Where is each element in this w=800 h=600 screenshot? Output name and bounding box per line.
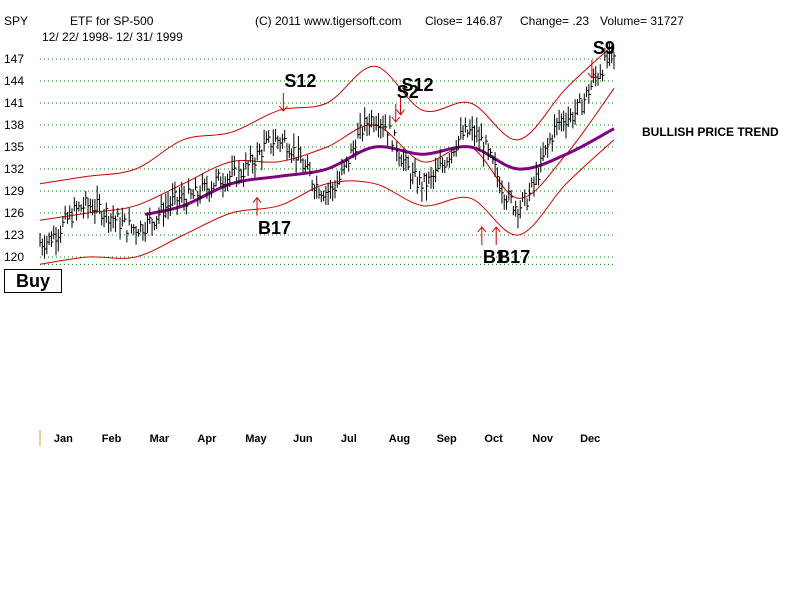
inner-band-line xyxy=(39,88,615,221)
buy-signal-box: Buy xyxy=(4,269,62,293)
month-label: Nov xyxy=(532,433,554,445)
y-tick-label: 144 xyxy=(4,74,25,88)
month-label: Dec xyxy=(580,433,601,445)
month-label: Jul xyxy=(340,433,357,445)
sell-arrow-head xyxy=(391,116,401,123)
y-tick-label: 138 xyxy=(4,118,25,132)
signal-label-b17: B17 xyxy=(258,217,292,238)
signal-label-b1: B1 xyxy=(482,247,506,267)
month-label: Jan xyxy=(53,433,73,445)
buy-arrow-head xyxy=(252,196,262,203)
buy-arrow-head xyxy=(491,226,501,233)
copyright: (C) 2011 www.tigersoft.com xyxy=(255,14,402,28)
ticker-label: SPY xyxy=(4,14,29,28)
y-tick-label: 120 xyxy=(4,250,25,264)
buy-arrow-head xyxy=(477,226,487,233)
month-label: Oct xyxy=(484,433,503,445)
signal-label-s12: S12 xyxy=(401,74,434,95)
month-label: Sep xyxy=(436,433,457,445)
close-value: Close= 146.87 xyxy=(425,14,503,28)
y-tick-label: 123 xyxy=(4,228,25,242)
y-tick-label: 135 xyxy=(4,140,25,154)
upper-band-line xyxy=(39,43,615,185)
lower-band-line xyxy=(39,139,615,265)
chart-title: ETF for SP-500 xyxy=(70,14,154,28)
date-range: 12/ 22/ 1998- 12/ 31/ 1999 xyxy=(42,30,183,44)
month-label: Apr xyxy=(197,433,217,445)
change-value: Change= .23 xyxy=(520,14,590,28)
y-tick-label: 129 xyxy=(4,184,25,198)
y-tick-label: 126 xyxy=(4,206,25,220)
signal-label-s9: S9 xyxy=(592,38,615,58)
volume-value: Volume= 31727 xyxy=(600,14,684,28)
y-tick-label: 132 xyxy=(4,162,25,176)
moving-average-line xyxy=(144,127,615,216)
signal-label-s2: S2 xyxy=(396,82,419,102)
sell-arrow-head xyxy=(587,72,597,79)
sell-arrow-head xyxy=(396,109,405,116)
month-label: May xyxy=(245,433,267,445)
signal-label-s12: S12 xyxy=(284,71,317,91)
y-tick-label: 147 xyxy=(4,52,25,66)
sell-arrow-head xyxy=(278,105,288,112)
trend-label: BULLISH PRICE TREND xyxy=(642,125,779,139)
y-tick-label: 141 xyxy=(4,96,25,110)
month-label: Feb xyxy=(101,433,122,445)
signal-label-b17: B17 xyxy=(497,247,531,267)
month-label: Jun xyxy=(293,433,313,445)
month-label: Aug xyxy=(388,433,411,445)
month-label: Mar xyxy=(149,433,170,445)
